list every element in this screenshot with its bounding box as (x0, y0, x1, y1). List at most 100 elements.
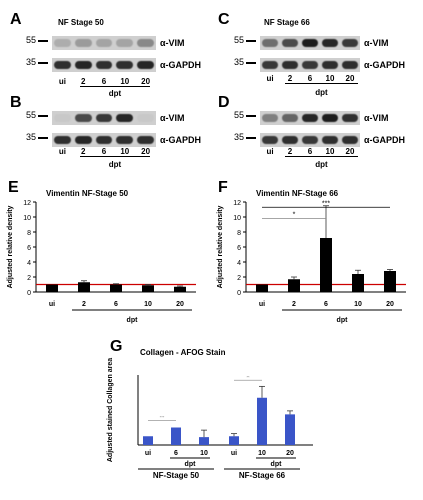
panel-letter-b: B (10, 94, 22, 111)
mw-tick-35-d (246, 137, 256, 139)
lane-label: 6 (307, 147, 313, 156)
bar (143, 436, 153, 445)
chart-e: E Vimentin NF-Stage 50 0 2 4 6 8 10 12 Adjusted r… (7, 180, 196, 324)
mw-tick-55-a (38, 40, 48, 42)
x-axis-label: dpt (337, 317, 349, 324)
blot-band (302, 136, 318, 144)
bar (384, 271, 396, 292)
y-tick-label: 6 (237, 245, 241, 252)
y-tick-label: 10 (233, 215, 241, 222)
lane-label: 20 (141, 147, 151, 156)
blot-strip-vim-a (52, 36, 156, 50)
x-tick-label: 6 (174, 450, 178, 457)
panel-letter-g: G (110, 338, 122, 355)
dpt-underline-a (80, 86, 150, 87)
blot-band (74, 61, 92, 69)
x-tick-label: 6 (114, 301, 118, 308)
y-tick-label: 8 (237, 230, 241, 237)
panel-letter-d: D (218, 94, 230, 111)
lane-label: 10 (120, 77, 130, 86)
x-tick-label: ui (145, 450, 151, 457)
chart-title: Vimentin NF-Stage 66 (256, 189, 339, 198)
lane-label: 2 (287, 147, 293, 156)
lane-label: 2 (287, 74, 293, 83)
mw-tick-35-c (246, 62, 256, 64)
x-tick-label: 10 (144, 301, 152, 308)
blot-band (322, 61, 338, 69)
bar (320, 238, 332, 292)
lane-label: 10 (120, 147, 130, 156)
blot-band (54, 39, 71, 47)
bar (142, 285, 154, 292)
blot-band (137, 39, 154, 47)
mw-tick-35-a (38, 62, 48, 64)
sig-label: *** (322, 200, 330, 207)
band-label-gapdh-a: α-GAPDH (160, 60, 202, 70)
y-tick-label: 0 (237, 290, 241, 297)
y-tick-label: 12 (23, 200, 31, 207)
y-tick-label: 2 (237, 275, 241, 282)
panel-letter-a: A (10, 11, 22, 28)
x-axis-label: dpt (127, 317, 139, 324)
bar (352, 274, 364, 292)
x-tick-label: 20 (386, 301, 394, 308)
blot-band (322, 114, 338, 122)
bar (229, 436, 239, 445)
blot-band (137, 136, 154, 144)
bar (78, 282, 90, 292)
blot-band (262, 61, 278, 69)
bar (199, 437, 209, 445)
y-tick-label: 4 (237, 260, 241, 267)
blot-band (322, 136, 338, 144)
lane-label: 6 (101, 147, 107, 156)
bar (256, 284, 268, 292)
dpt-underline-b (80, 156, 150, 157)
band-label-vim-d: α-VIM (364, 113, 389, 123)
blot-band (262, 114, 278, 122)
blot-band (74, 114, 92, 122)
blot-band (302, 39, 318, 47)
dpt-label-c: dpt (315, 88, 328, 97)
x-tick-label: 20 (176, 301, 184, 308)
blot-band (95, 136, 113, 144)
band-label-gapdh-d: α-GAPDH (364, 135, 406, 145)
x-axis-label: dpt (271, 461, 283, 468)
panel-letter-f: F (218, 180, 228, 196)
chart-g: G Collagen - AFOG Stain Adjusted stained C… (107, 338, 313, 480)
mw-55-d: 55 (233, 110, 244, 120)
x-tick-label: 6 (324, 301, 328, 308)
sig-label: *** (160, 415, 165, 420)
blot-band (54, 61, 71, 69)
lane-label: 2 (80, 147, 86, 156)
y-axis-label: Adjusted stained Collagen area (107, 358, 114, 462)
x-tick-label: 2 (82, 301, 86, 308)
x-tick-label: 10 (258, 450, 266, 457)
lane-label: 20 (141, 77, 151, 86)
lane-label: 20 (345, 74, 355, 83)
x-tick-label: 20 (286, 450, 294, 457)
y-axis-label: Adjusted relative density (217, 205, 224, 288)
band-label-gapdh-c: α-GAPDH (364, 60, 406, 70)
blot-band (95, 61, 113, 69)
x-tick-label: 10 (354, 301, 362, 308)
y-tick-label: 0 (27, 290, 31, 297)
blot-band (54, 136, 71, 144)
blot-band (342, 136, 358, 144)
bar (288, 279, 300, 292)
lane-label: ui (266, 74, 274, 83)
mw-35-d: 35 (233, 132, 244, 142)
panel-letter-c: C (218, 11, 230, 28)
lane-label: 20 (345, 147, 355, 156)
blot-band (282, 39, 298, 47)
lane-label: 2 (80, 77, 86, 86)
bar (285, 414, 295, 445)
blot-title-a: NF Stage 50 (58, 18, 104, 27)
x-tick-label: ui (259, 301, 265, 308)
dpt-underline-d (285, 156, 358, 157)
blot-band (74, 39, 92, 47)
bar (171, 427, 181, 445)
group-label: NF-Stage 66 (239, 471, 286, 480)
sig-label: * (293, 212, 296, 219)
mw-55-a: 55 (25, 35, 36, 45)
x-tick-label: 10 (200, 450, 208, 457)
